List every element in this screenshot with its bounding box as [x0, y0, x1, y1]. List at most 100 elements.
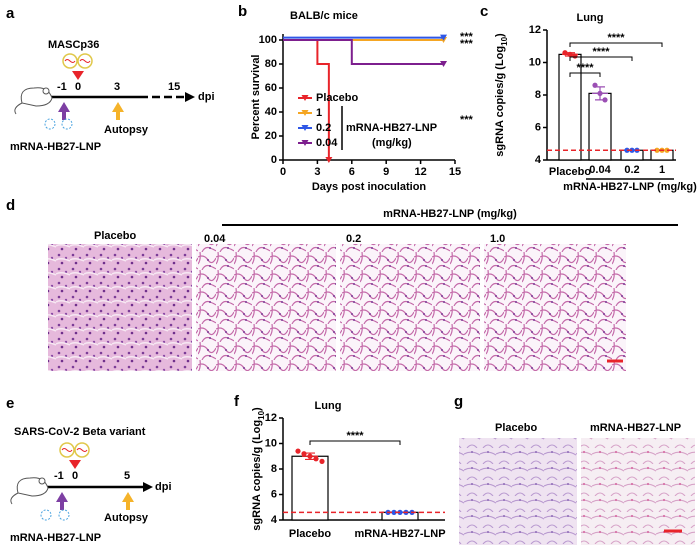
significance: ****	[576, 62, 594, 74]
day: 15	[168, 81, 180, 93]
lnp-icon	[44, 118, 56, 130]
data-point	[597, 90, 603, 96]
histology-image	[340, 244, 480, 371]
diagram-e: SARS-CoV-2 Beta variant -1 0 5 dpi Autop…	[10, 426, 172, 544]
day: 0	[75, 81, 81, 93]
panel-letter: d	[6, 197, 15, 214]
y-tick-label: 8	[271, 463, 277, 475]
legend-label: Placebo	[316, 92, 358, 104]
y-tick-label: 4	[271, 514, 278, 526]
endpoint: Autopsy	[104, 512, 149, 524]
histology-image	[459, 438, 577, 545]
data-point	[313, 456, 319, 462]
mouse-icon	[10, 492, 19, 505]
significance-bracket	[569, 56, 633, 61]
virus-icon	[77, 53, 93, 69]
legend-marker	[301, 110, 309, 116]
data-point	[319, 458, 325, 464]
data-point	[602, 97, 608, 103]
survival-marker	[440, 34, 448, 41]
y-tick-label: 40	[265, 106, 277, 118]
panel-d: Placebo mRNA-HB27-LNP (mg/kg) 0.04 0.2 1…	[48, 208, 678, 371]
legend-label: 0.2	[316, 122, 331, 134]
treatment-arrow	[56, 492, 68, 510]
x-tick-label: 3	[314, 166, 320, 178]
unit: dpi	[198, 91, 215, 103]
x-tick-label: 1	[659, 164, 665, 176]
chart-title: Lung	[315, 400, 342, 412]
x-tick-label: 9	[383, 166, 389, 178]
image-label: 0.04	[204, 233, 226, 245]
chart-title: BALB/c mice	[290, 10, 358, 22]
y-axis-label-part: sgRNA copies/g (Log	[251, 420, 263, 531]
panel-letter: f	[234, 393, 240, 410]
rna-icon	[64, 59, 91, 63]
y-tick-label: 8	[535, 89, 541, 101]
histology-image	[484, 244, 626, 371]
autopsy-arrow	[122, 492, 134, 510]
virus-icon	[62, 53, 78, 69]
legend-label: 1	[316, 107, 322, 119]
x-tick-label: mRNA-HB27-LNP	[354, 528, 445, 540]
image-label: Placebo	[495, 422, 537, 434]
panel-letter: c	[480, 3, 488, 20]
bar	[291, 455, 329, 521]
y-tick-label: 0	[271, 154, 277, 166]
timeline-arrow	[185, 92, 195, 102]
data-point	[301, 451, 307, 457]
x-tick-label: 15	[449, 166, 461, 178]
autopsy-arrow	[112, 102, 124, 120]
y-tick-label: 12	[265, 412, 277, 424]
virus-icon	[74, 442, 90, 458]
data-point	[295, 448, 301, 454]
data-point	[307, 453, 313, 459]
y-tick-label: 12	[529, 24, 541, 36]
data-point	[391, 509, 397, 515]
timeline-arrow	[143, 482, 153, 492]
y-tick-label: 6	[535, 121, 541, 133]
panel-letter: e	[6, 395, 14, 412]
image-label: mRNA-HB27-LNP	[590, 422, 681, 434]
image-label: Placebo	[94, 230, 136, 242]
x-tick-label: 6	[349, 166, 355, 178]
y-tick-label: 100	[259, 34, 277, 46]
chart-title: Lung	[577, 12, 604, 24]
significance: ****	[592, 46, 610, 58]
image-label: 0.2	[346, 233, 361, 245]
y-axis-label: Percent survival	[250, 55, 262, 140]
x-tick-label: 0	[280, 166, 286, 178]
legend-marker	[301, 95, 309, 101]
y-axis-label-part: 10	[500, 36, 509, 45]
agent: SARS-CoV-2 Beta variant	[14, 426, 146, 438]
day: 3	[114, 81, 120, 93]
y-axis-label-part: sgRNA copies/g (Log	[494, 46, 506, 157]
data-point	[592, 82, 598, 88]
y-tick-label: 20	[265, 130, 277, 142]
panel-letter: b	[238, 3, 247, 20]
x-tick-label: 12	[414, 166, 426, 178]
significance: ****	[346, 430, 364, 442]
lnp-icon	[40, 509, 52, 521]
endpoint: Autopsy	[104, 124, 149, 136]
legend-marker	[301, 125, 309, 131]
y-tick-label: 10	[529, 56, 541, 68]
virus-icon	[59, 442, 75, 458]
treatment: mRNA-HB27-LNP	[10, 141, 101, 153]
x-tick-label: 0.2	[624, 164, 639, 176]
mouse-icon	[14, 102, 23, 115]
rna-icon	[61, 448, 88, 452]
x-tick-label: 0.04	[589, 164, 611, 176]
challenge-arrow	[72, 71, 84, 80]
y-tick-label: 6	[271, 488, 277, 500]
significance: ***	[460, 38, 474, 50]
day: 5	[124, 470, 130, 482]
y-axis-label: sgRNA copies/g (Log10)	[251, 407, 266, 531]
treatment: mRNA-HB27-LNP	[10, 532, 101, 544]
y-axis-label: sgRNA copies/g (Log10)	[494, 33, 509, 157]
legend-group: (mg/kg)	[372, 137, 412, 149]
histology-image	[581, 438, 695, 545]
legend-label: 0.04	[316, 137, 338, 149]
agent: MASCp36	[48, 39, 99, 51]
